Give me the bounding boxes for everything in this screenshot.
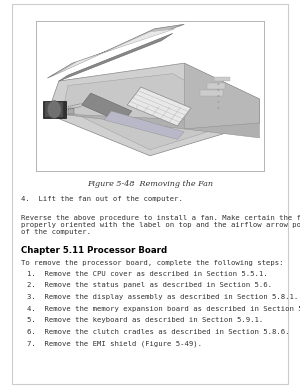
Bar	[68, 108, 74, 114]
Text: of the computer.: of the computer.	[21, 229, 91, 235]
Bar	[43, 100, 66, 118]
Polygon shape	[104, 111, 184, 139]
Text: 4.  Lift the fan out of the computer.: 4. Lift the fan out of the computer.	[21, 196, 183, 202]
Text: 2.  Remove the status panel as described in Section 5.6.: 2. Remove the status panel as described …	[27, 282, 272, 288]
Text: To remove the processor board, complete the following steps:: To remove the processor board, complete …	[21, 260, 284, 266]
Text: 4.  Remove the memory expansion board as described in Section 5.4.6.: 4. Remove the memory expansion board as …	[27, 306, 300, 312]
Bar	[207, 83, 225, 88]
Text: Figure 5-48  Removing the Fan: Figure 5-48 Removing the Fan	[87, 180, 213, 189]
Text: properly oriented with the label on top and the airflow arrow pointing out: properly oriented with the label on top …	[21, 222, 300, 228]
Text: Reverse the above procedure to install a fan. Make certain the fan is: Reverse the above procedure to install a…	[21, 215, 300, 221]
Polygon shape	[59, 33, 173, 81]
Polygon shape	[59, 114, 260, 138]
Circle shape	[218, 101, 219, 103]
Polygon shape	[63, 74, 250, 150]
Text: 5.  Remove the keyboard as described in Section 5.9.1.: 5. Remove the keyboard as described in S…	[27, 317, 263, 323]
Polygon shape	[184, 63, 260, 129]
Circle shape	[218, 107, 219, 109]
Circle shape	[218, 95, 219, 97]
Bar	[45, 102, 63, 117]
Circle shape	[218, 83, 219, 85]
Bar	[214, 76, 230, 81]
FancyBboxPatch shape	[12, 4, 288, 384]
Polygon shape	[127, 87, 191, 126]
Bar	[200, 90, 223, 96]
Text: 7.  Remove the EMI shield (Figure 5-49).: 7. Remove the EMI shield (Figure 5-49).	[27, 341, 202, 347]
Polygon shape	[47, 24, 184, 78]
Text: Chapter 5.11 Processor Board: Chapter 5.11 Processor Board	[21, 246, 167, 255]
Bar	[36, 21, 264, 171]
Polygon shape	[54, 29, 175, 75]
Circle shape	[218, 89, 219, 91]
Polygon shape	[82, 93, 132, 123]
Bar	[36, 21, 264, 171]
Text: 6.  Remove the clutch cradles as described in Section 5.8.6.: 6. Remove the clutch cradles as describe…	[27, 329, 290, 335]
Circle shape	[47, 100, 61, 118]
Polygon shape	[47, 63, 260, 156]
Text: 1.  Remove the CPU cover as described in Section 5.5.1.: 1. Remove the CPU cover as described in …	[27, 271, 268, 277]
Text: 3.  Remove the display assembly as described in Section 5.8.1.: 3. Remove the display assembly as descri…	[27, 294, 298, 300]
